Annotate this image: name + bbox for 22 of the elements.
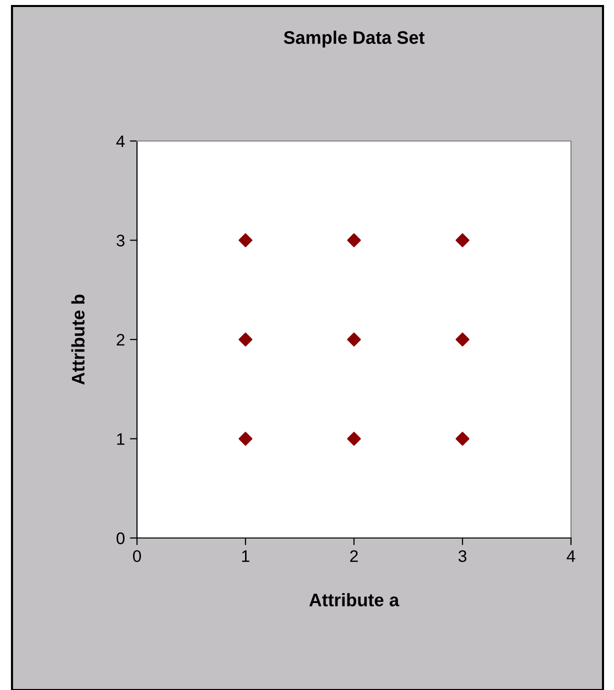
x-axis-title: Attribute a (309, 593, 400, 606)
point (456, 432, 470, 446)
x-tick-label: 1 (242, 550, 250, 562)
point (456, 332, 470, 346)
point (238, 432, 252, 446)
point (347, 332, 361, 346)
chart-title: Sample Data Set (284, 30, 425, 48)
y-tick-label: 3 (116, 234, 124, 246)
x-tick-label: 0 (133, 550, 141, 562)
x-tick-label: 2 (350, 550, 358, 562)
point (347, 432, 361, 446)
y-tick-label: 4 (116, 136, 125, 148)
x-tick-label: 3 (458, 550, 466, 562)
point (456, 233, 470, 248)
y-tick-label: 1 (117, 433, 124, 445)
point (238, 332, 252, 346)
y-tick-label: 0 (116, 532, 125, 544)
point (238, 233, 252, 248)
y-tick-label: 2 (116, 334, 124, 346)
y-axis-title: Attribute b (71, 294, 85, 385)
point (347, 233, 361, 248)
x-tick-label: 4 (566, 550, 576, 562)
